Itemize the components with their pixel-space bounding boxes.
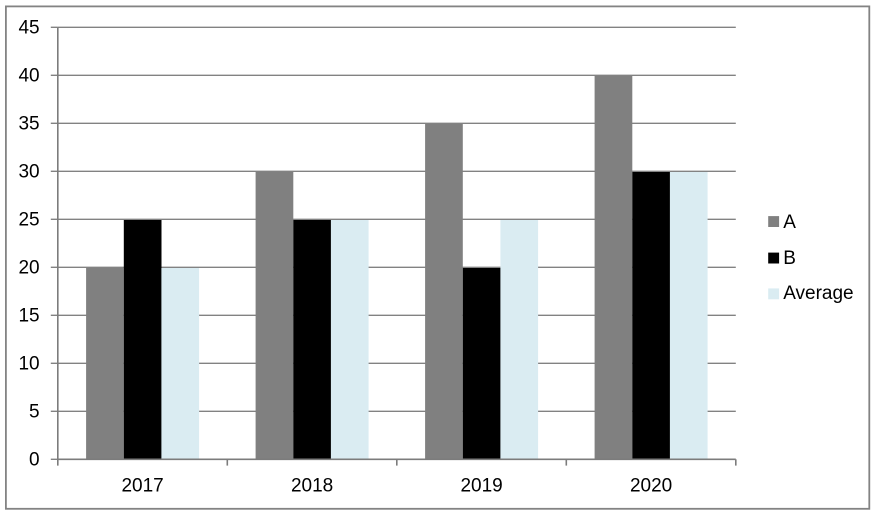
svg-text:2017: 2017 xyxy=(121,476,163,497)
svg-text:5: 5 xyxy=(29,402,40,423)
svg-text:A: A xyxy=(783,212,796,233)
svg-text:25: 25 xyxy=(18,210,39,231)
svg-text:30: 30 xyxy=(18,162,39,183)
svg-text:2019: 2019 xyxy=(460,476,502,497)
svg-text:B: B xyxy=(783,248,796,269)
svg-text:Average: Average xyxy=(783,283,853,304)
svg-text:20: 20 xyxy=(18,258,39,279)
svg-text:2020: 2020 xyxy=(630,476,672,497)
svg-text:15: 15 xyxy=(18,306,39,327)
svg-text:2018: 2018 xyxy=(291,476,333,497)
svg-text:45: 45 xyxy=(18,18,39,39)
svg-text:0: 0 xyxy=(29,450,40,471)
svg-text:40: 40 xyxy=(18,66,39,87)
svg-text:10: 10 xyxy=(18,354,39,375)
svg-text:35: 35 xyxy=(18,114,39,135)
